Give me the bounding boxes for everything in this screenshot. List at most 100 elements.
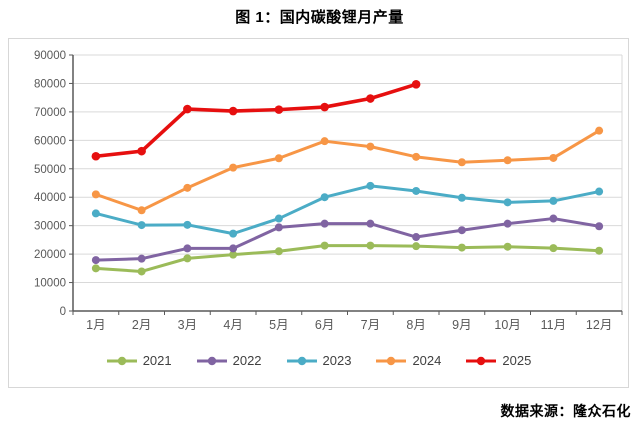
legend-item-2025: 2025 [465, 353, 531, 368]
x-tick-label: 10月 [494, 318, 520, 332]
data-point-2022 [91, 256, 100, 265]
series-line-2021 [94, 244, 601, 273]
data-point-2021 [137, 267, 146, 276]
x-tick-label: 8月 [406, 318, 425, 332]
data-point-2025 [183, 104, 192, 114]
legend-item-2023: 2023 [286, 353, 352, 368]
data-point-2024 [595, 126, 604, 135]
data-point-2021 [274, 247, 283, 256]
y-tick-label: 30000 [34, 221, 66, 233]
data-point-2021 [503, 242, 512, 251]
data-point-2024 [412, 152, 421, 161]
series-line-2023 [94, 184, 601, 236]
data-point-2022 [183, 244, 192, 253]
x-tick-label: 5月 [269, 318, 288, 332]
data-point-2025 [91, 151, 101, 161]
data-point-2021 [595, 246, 604, 255]
data-point-2023 [137, 221, 146, 230]
legend-label: 2025 [502, 353, 532, 368]
x-tick-label: 9月 [452, 318, 471, 332]
data-point-2025 [228, 106, 238, 116]
x-tick-label: 3月 [178, 318, 197, 332]
y-tick-label: 0 [60, 306, 66, 318]
data-point-2025 [137, 146, 146, 156]
y-tick-label: 80000 [34, 78, 66, 90]
series-line-2024 [94, 129, 601, 212]
x-tick-label: 12月 [586, 318, 612, 332]
data-point-2021 [412, 242, 421, 251]
data-point-2025 [274, 105, 284, 114]
legend-marker-2023 [286, 356, 317, 365]
data-point-2024 [91, 190, 100, 199]
y-tick-label: 20000 [34, 249, 66, 261]
series-line-2025 [94, 82, 418, 159]
data-point-2023 [274, 214, 283, 223]
y-tick-label: 40000 [34, 192, 66, 204]
line-plot: 0 10000 20000 30000 40000 50000 60000 70000 8000… [34, 50, 623, 332]
y-tick-label: 50000 [34, 164, 66, 176]
data-point-2023 [457, 193, 466, 202]
x-tick-label: 11月 [541, 318, 566, 332]
data-point-2025 [320, 102, 329, 112]
y-tick-label: 90000 [34, 50, 66, 62]
data-point-2023 [183, 220, 192, 229]
data-point-2021 [320, 241, 329, 250]
y-tick-label: 60000 [34, 135, 66, 147]
data-point-2022 [229, 244, 238, 253]
data-point-2023 [229, 229, 238, 238]
legend-marker-2024 [376, 356, 407, 365]
x-tick-label: 2月 [132, 318, 151, 332]
data-point-2023 [595, 187, 604, 196]
data-point-2024 [183, 183, 192, 192]
data-point-2021 [183, 254, 192, 263]
data-point-2021 [457, 243, 466, 252]
x-tick-label: 6月 [315, 318, 334, 332]
data-point-2022 [503, 219, 512, 228]
series-line-2022 [94, 217, 601, 262]
data-point-2024 [366, 142, 375, 151]
data-point-2021 [549, 244, 558, 253]
data-point-2025 [411, 79, 421, 89]
data-point-2025 [366, 94, 375, 103]
legend: 2021 2022 2023 2024 2025 [9, 353, 628, 368]
data-point-2024 [137, 206, 146, 215]
data-point-2023 [412, 186, 421, 195]
data-point-2022 [457, 226, 466, 235]
data-point-2022 [320, 219, 329, 228]
data-point-2021 [229, 250, 238, 259]
chart-title: 图 1：国内碳酸锂月产量 [235, 9, 404, 26]
data-point-2023 [503, 198, 512, 207]
legend-label: 2021 [142, 353, 172, 368]
data-point-2022 [595, 222, 604, 231]
y-tick-label: 70000 [34, 107, 66, 119]
legend-label: 2022 [232, 353, 262, 368]
data-point-2023 [91, 209, 100, 218]
legend-label: 2024 [412, 353, 442, 368]
legend-item-2022: 2022 [196, 353, 262, 368]
data-point-2023 [320, 193, 329, 202]
legend-marker-2025 [466, 356, 497, 365]
legend-marker-2022 [196, 356, 227, 365]
data-point-2023 [549, 196, 558, 205]
legend-label: 2023 [322, 353, 352, 368]
data-point-2024 [229, 163, 238, 172]
data-point-2022 [366, 219, 375, 228]
data-point-2024 [549, 153, 558, 162]
data-point-2022 [412, 233, 421, 242]
x-tick-label: 1月 [86, 318, 105, 332]
legend-item-2021: 2021 [106, 353, 172, 368]
y-tick-label: 10000 [34, 278, 66, 290]
data-point-2024 [320, 137, 329, 146]
data-point-2024 [274, 154, 283, 163]
legend-marker-2021 [106, 356, 137, 365]
x-tick-label: 7月 [361, 318, 380, 332]
data-point-2022 [137, 254, 146, 263]
chart-area: 0 10000 20000 30000 40000 50000 60000 70000 8000… [8, 38, 629, 388]
data-point-2022 [274, 223, 283, 232]
data-point-2021 [366, 241, 375, 250]
data-point-2022 [549, 214, 558, 223]
x-tick-label: 4月 [223, 318, 242, 332]
data-point-2021 [91, 264, 100, 273]
data-source: 数据来源：隆众石化 [500, 403, 631, 419]
legend-item-2024: 2024 [375, 353, 441, 368]
